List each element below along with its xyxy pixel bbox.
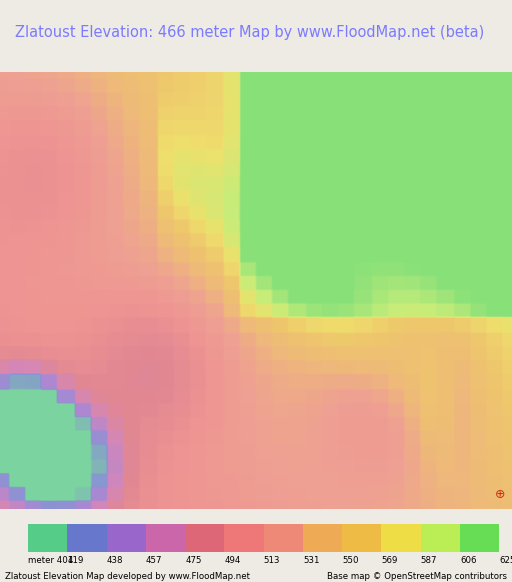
Text: 606: 606 (460, 556, 477, 565)
Bar (303, 524, 342, 552)
Bar (264, 524, 303, 552)
Bar (146, 524, 185, 552)
Bar (68, 524, 106, 552)
Bar (106, 524, 146, 552)
Text: 569: 569 (381, 556, 398, 565)
Text: meter 401: meter 401 (28, 556, 73, 565)
Text: 531: 531 (303, 556, 319, 565)
Text: Zlatoust Elevation Map developed by www.FloodMap.net: Zlatoust Elevation Map developed by www.… (5, 572, 250, 581)
Text: 513: 513 (264, 556, 280, 565)
Text: 494: 494 (224, 556, 241, 565)
Text: Base map © OpenStreetMap contributors: Base map © OpenStreetMap contributors (327, 572, 507, 581)
Bar (460, 524, 499, 552)
Text: 457: 457 (146, 556, 162, 565)
Bar (381, 524, 421, 552)
Text: ⊕: ⊕ (495, 488, 505, 501)
Text: 419: 419 (68, 556, 84, 565)
Text: 438: 438 (106, 556, 123, 565)
Bar (185, 524, 224, 552)
Text: 550: 550 (342, 556, 359, 565)
Bar (421, 524, 460, 552)
Text: 475: 475 (185, 556, 202, 565)
Text: 625: 625 (499, 556, 512, 565)
Bar (28, 524, 68, 552)
Bar (342, 524, 381, 552)
Text: Zlatoust Elevation: 466 meter Map by www.FloodMap.net (beta): Zlatoust Elevation: 466 meter Map by www… (15, 24, 485, 40)
Text: 587: 587 (421, 556, 437, 565)
Bar (224, 524, 264, 552)
